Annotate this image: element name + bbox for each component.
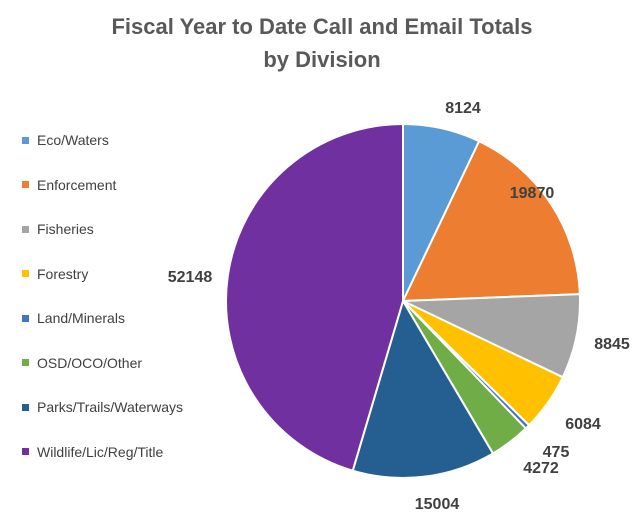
legend-swatch xyxy=(22,448,29,456)
legend-item: Forestry xyxy=(22,252,183,297)
legend-swatch xyxy=(22,359,29,367)
data-label: 8124 xyxy=(445,100,481,117)
legend-label: Forestry xyxy=(37,265,89,282)
legend-item: Wildlife/Lic/Reg/Title xyxy=(22,430,183,475)
legend-item: Fisheries xyxy=(22,207,183,252)
data-label: 52148 xyxy=(168,269,213,286)
data-label: 8845 xyxy=(594,336,630,353)
legend-item: Eco/Waters xyxy=(22,118,183,163)
legend-label: OSD/OCO/Other xyxy=(37,354,143,371)
legend-label: Land/Minerals xyxy=(37,310,125,327)
chart-title-line1: Fiscal Year to Date Call and Email Total… xyxy=(111,14,533,39)
data-label: 6084 xyxy=(565,416,601,433)
pie-slice xyxy=(351,298,495,479)
legend-swatch xyxy=(22,136,29,144)
legend-item: Parks/Trails/Waterways xyxy=(22,385,183,430)
pie-slice xyxy=(401,139,581,303)
data-label: 15004 xyxy=(415,496,460,513)
legend-label: Parks/Trails/Waterways xyxy=(37,399,183,416)
legend: Eco/Waters Enforcement Fisheries Forestry La… xyxy=(22,118,183,474)
legend-label: Fisheries xyxy=(37,221,94,238)
legend-swatch xyxy=(22,181,29,189)
legend-label: Wildlife/Lic/Reg/Title xyxy=(37,443,164,460)
legend-item: Enforcement xyxy=(22,163,183,208)
legend-item: OSD/OCO/Other xyxy=(22,341,183,386)
legend-label: Eco/Waters xyxy=(37,132,109,149)
data-label: 4272 xyxy=(523,460,559,477)
legend-label: Enforcement xyxy=(37,176,117,193)
data-label: 19870 xyxy=(510,185,555,202)
legend-swatch xyxy=(22,225,29,233)
legend-swatch xyxy=(22,403,29,411)
data-label: 475 xyxy=(543,444,570,461)
pie-slice xyxy=(225,122,404,472)
chart-subtitle: by Division xyxy=(263,47,381,72)
legend-item: Land/Minerals xyxy=(22,296,183,341)
legend-swatch xyxy=(22,314,29,322)
legend-swatch xyxy=(22,270,29,278)
chart-title: Fiscal Year to Date Call and Email Total… xyxy=(0,10,644,76)
